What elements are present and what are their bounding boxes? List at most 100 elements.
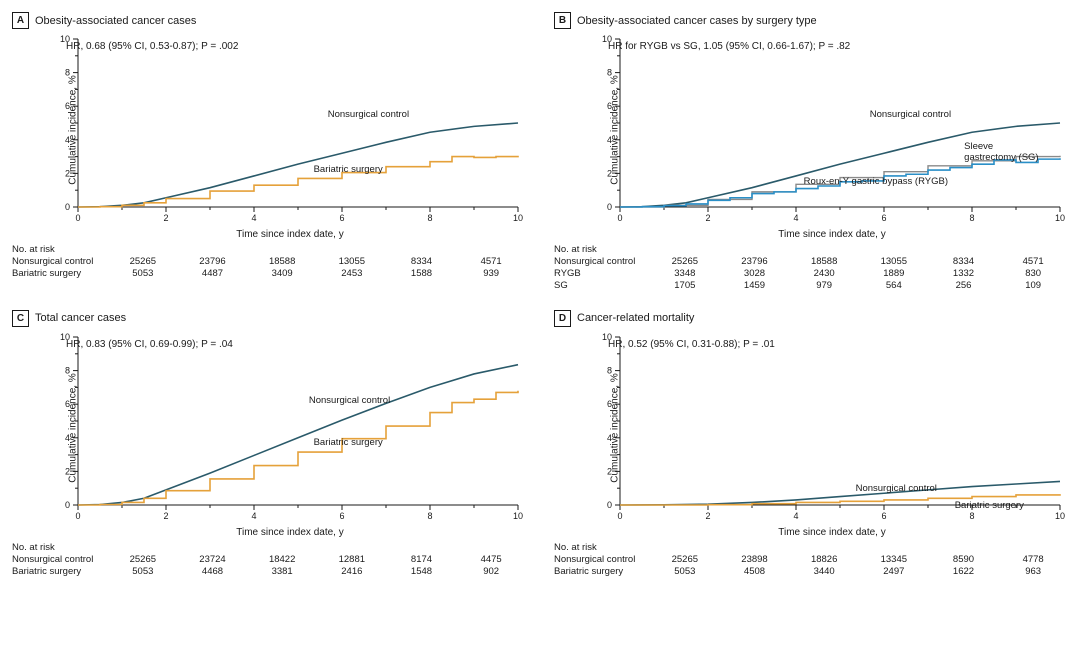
y-axis-label: Cumulative incidence, % xyxy=(67,373,78,483)
panel-title-text: Obesity-associated cancer cases by surge… xyxy=(577,15,817,27)
risk-value: 23724 xyxy=(178,554,248,566)
risk-header: No. at risk xyxy=(554,244,1068,255)
panel-D-title: D Cancer-related mortality xyxy=(554,310,1068,327)
risk-value: 8334 xyxy=(929,256,999,268)
risk-row: Nonsurgical control252652372418422128818… xyxy=(12,554,526,566)
risk-table-C: No. at risk Nonsurgical control252652372… xyxy=(12,542,526,578)
risk-value: 3440 xyxy=(789,566,859,578)
panel-title-text: Cancer-related mortality xyxy=(577,312,694,324)
chart-C-svg: 02468100246810 xyxy=(54,333,526,523)
chart-B-svg: 02468100246810 xyxy=(596,35,1068,225)
risk-value: 8174 xyxy=(387,554,457,566)
y-axis-label: Cumulative incidence, % xyxy=(67,75,78,185)
svg-text:8: 8 xyxy=(969,511,974,521)
chart-A: Cumulative incidence, % HR, 0.68 (95% CI… xyxy=(54,35,526,225)
risk-value: 25265 xyxy=(650,256,720,268)
svg-text:4: 4 xyxy=(251,511,256,521)
risk-rows: Nonsurgical control252652389818826133458… xyxy=(554,554,1068,578)
risk-value: 1459 xyxy=(720,280,790,292)
risk-value: 564 xyxy=(859,280,929,292)
risk-value: 4487 xyxy=(178,268,248,280)
svg-text:2: 2 xyxy=(705,511,710,521)
panel-letter: D xyxy=(554,310,571,327)
risk-row: Nonsurgical control252652379618588130558… xyxy=(12,256,526,268)
hr-annotation: HR, 0.68 (95% CI, 0.53-0.87); P = .002 xyxy=(66,41,238,52)
risk-value: 25265 xyxy=(650,554,720,566)
series-label: Nonsurgical control xyxy=(309,395,390,406)
risk-value: 1705 xyxy=(650,280,720,292)
risk-value: 13345 xyxy=(859,554,929,566)
svg-text:4: 4 xyxy=(793,511,798,521)
svg-text:10: 10 xyxy=(513,213,523,223)
risk-value: 939 xyxy=(456,268,526,280)
risk-value: 4571 xyxy=(456,256,526,268)
risk-rows: Nonsurgical control252652379618588130558… xyxy=(12,256,526,280)
risk-row: SG17051459979564256109 xyxy=(554,280,1068,292)
svg-text:2: 2 xyxy=(163,511,168,521)
hr-annotation: HR for RYGB vs SG, 1.05 (95% CI, 0.66-1.… xyxy=(608,41,850,52)
series-label: Bariatric surgery xyxy=(955,500,1024,511)
risk-value: 18588 xyxy=(247,256,317,268)
risk-value: 1332 xyxy=(929,268,999,280)
risk-row-label: Bariatric surgery xyxy=(12,268,108,280)
series-label: Bariatric surgery xyxy=(314,437,383,448)
series-label: Bariatric surgery xyxy=(314,164,383,175)
risk-row-label: RYGB xyxy=(554,268,650,280)
svg-text:6: 6 xyxy=(339,213,344,223)
series-label: Sleevegastrectomy (SG) xyxy=(964,141,1038,163)
series-label: Nonsurgical control xyxy=(328,109,409,120)
risk-row: Bariatric surgery50534487340924531588939 xyxy=(12,268,526,280)
panel-A-title: A Obesity-associated cancer cases xyxy=(12,12,526,29)
risk-value: 1889 xyxy=(859,268,929,280)
risk-row: Bariatric surgery50534508344024971622963 xyxy=(554,566,1068,578)
risk-row: RYGB33483028243018891332830 xyxy=(554,268,1068,280)
risk-table-A: No. at risk Nonsurgical control252652379… xyxy=(12,244,526,280)
risk-value: 5053 xyxy=(108,268,178,280)
svg-text:2: 2 xyxy=(705,213,710,223)
risk-row: Nonsurgical control252652389818826133458… xyxy=(554,554,1068,566)
risk-row-label: Nonsurgical control xyxy=(12,256,108,268)
svg-text:8: 8 xyxy=(427,213,432,223)
chart-D: Cumulative incidence, % HR, 0.52 (95% CI… xyxy=(596,333,1068,523)
svg-text:0: 0 xyxy=(607,500,612,510)
risk-value: 4571 xyxy=(998,256,1068,268)
panel-C: C Total cancer cases Cumulative incidenc… xyxy=(12,310,526,590)
hr-annotation: HR, 0.52 (95% CI, 0.31-0.88); P = .01 xyxy=(608,339,775,350)
risk-value: 12881 xyxy=(317,554,387,566)
panel-title-text: Total cancer cases xyxy=(35,312,126,324)
svg-text:0: 0 xyxy=(65,500,70,510)
risk-table-B: No. at risk Nonsurgical control252652379… xyxy=(554,244,1068,292)
svg-text:0: 0 xyxy=(65,202,70,212)
panel-title-text: Obesity-associated cancer cases xyxy=(35,15,196,27)
svg-text:6: 6 xyxy=(881,213,886,223)
chart-D-svg: 02468100246810 xyxy=(596,333,1068,523)
risk-value: 4778 xyxy=(998,554,1068,566)
svg-text:8: 8 xyxy=(969,213,974,223)
svg-text:4: 4 xyxy=(793,213,798,223)
risk-value: 902 xyxy=(456,566,526,578)
x-axis-label: Time since index date, y xyxy=(54,527,526,538)
risk-table-D: No. at risk Nonsurgical control252652389… xyxy=(554,542,1068,578)
risk-value: 4508 xyxy=(720,566,790,578)
svg-text:2: 2 xyxy=(163,213,168,223)
risk-row: Nonsurgical control252652379618588130558… xyxy=(554,256,1068,268)
panel-C-title: C Total cancer cases xyxy=(12,310,526,327)
risk-value: 3381 xyxy=(247,566,317,578)
hr-annotation: HR, 0.83 (95% CI, 0.69-0.99); P = .04 xyxy=(66,339,233,350)
svg-text:0: 0 xyxy=(75,213,80,223)
risk-value: 109 xyxy=(998,280,1068,292)
svg-text:0: 0 xyxy=(617,511,622,521)
risk-value: 5053 xyxy=(108,566,178,578)
risk-rows: Nonsurgical control252652372418422128818… xyxy=(12,554,526,578)
panel-B: B Obesity-associated cancer cases by sur… xyxy=(554,12,1068,292)
risk-header: No. at risk xyxy=(12,244,526,255)
panel-B-title: B Obesity-associated cancer cases by sur… xyxy=(554,12,1068,29)
risk-value: 1548 xyxy=(387,566,457,578)
svg-text:10: 10 xyxy=(1055,213,1065,223)
svg-text:0: 0 xyxy=(607,202,612,212)
chart-B: Cumulative incidence, % HR for RYGB vs S… xyxy=(596,35,1068,225)
series-label: Nonsurgical control xyxy=(870,109,951,120)
risk-value: 8334 xyxy=(387,256,457,268)
risk-value: 963 xyxy=(998,566,1068,578)
risk-value: 13055 xyxy=(317,256,387,268)
